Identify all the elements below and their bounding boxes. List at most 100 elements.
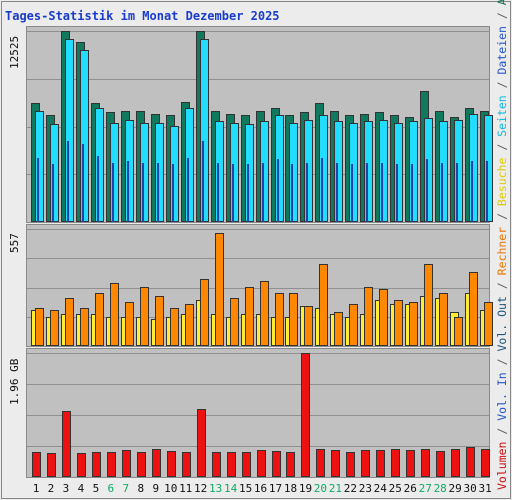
x-tick-label: 23	[358, 482, 372, 495]
grid-line	[27, 446, 489, 447]
bar-volumen-day-2	[46, 452, 56, 477]
bar-dateien-day-10	[171, 164, 174, 222]
bar-rechner-day-1	[35, 308, 44, 346]
grid-line	[27, 31, 489, 32]
bar-dateien-day-29	[456, 162, 459, 222]
bar-dateien-day-23	[366, 162, 369, 222]
bar-dateien-day-8	[141, 162, 144, 222]
x-tick-label: 13	[209, 482, 223, 495]
legend-item: Volumen	[495, 441, 509, 490]
bar-seiten-day-6	[109, 122, 119, 222]
bar-rechner-day-17	[274, 293, 284, 346]
bar-volumen-day-11	[181, 451, 191, 477]
bar-seiten-day-25	[394, 122, 404, 222]
bar-volumen-day-23	[361, 450, 371, 477]
bar-seiten-day-5	[94, 107, 104, 222]
bar-rechner-day-26	[409, 301, 419, 346]
bar-rechner-day-28	[439, 293, 449, 346]
y-max-label-3: 1.96 GB	[8, 358, 21, 405]
bar-dateien-day-25	[396, 164, 399, 222]
x-tick-label: 19	[298, 482, 313, 495]
panel-1	[26, 26, 494, 223]
bar-seiten-day-9	[154, 122, 164, 222]
bar-rechner-day-14	[229, 297, 239, 346]
bar-volumen-day-8	[136, 451, 146, 477]
x-tick-label: 10	[164, 482, 178, 495]
x-tick-label: 24	[373, 482, 387, 495]
legend-item: Besuche	[495, 157, 509, 207]
x-tick-label: 5	[92, 482, 100, 495]
bar-volumen-day-26	[406, 450, 416, 477]
y-max-label-1: 12525	[8, 35, 21, 69]
bar-volumen-day-30	[466, 446, 476, 477]
bar-seiten-day-21	[334, 121, 344, 222]
bar-rechner-day-10	[169, 308, 179, 346]
bar-dateien-day-15	[246, 164, 249, 222]
bar-rechner-day-4	[79, 308, 89, 346]
y-max-label-2: 557	[8, 233, 21, 253]
x-tick-label: 31	[478, 482, 492, 495]
bar-seiten-day-23	[364, 121, 374, 222]
legend-item: Vol. Out	[495, 296, 509, 352]
bar-seiten-day-11	[184, 107, 194, 222]
x-tick-label: 16	[253, 482, 268, 495]
x-tick-label: 6	[107, 482, 115, 495]
grid-line	[27, 384, 489, 385]
bar-dateien-day-2	[51, 164, 54, 222]
bar-seiten-day-30	[469, 113, 479, 222]
bar-rechner-day-12	[199, 278, 209, 346]
bar-volumen-day-15	[241, 451, 251, 477]
bar-rechner-day-29	[454, 316, 464, 346]
x-tick-label: 22	[343, 482, 357, 495]
bar-dateien-day-26	[411, 164, 414, 222]
bar-seiten-day-3	[64, 39, 74, 222]
bar-rechner-day-25	[394, 299, 404, 346]
bar-dateien-day-21	[336, 162, 339, 222]
grid-line	[27, 415, 489, 416]
bar-rechner-day-16	[259, 280, 269, 346]
bar-seiten-day-4	[79, 49, 89, 222]
legend-item: Rechner	[495, 226, 509, 276]
bar-volumen-day-19	[301, 353, 311, 477]
bar-dateien-day-3	[66, 141, 69, 222]
x-tick-label: 29	[448, 482, 462, 495]
bar-rechner-day-15	[244, 287, 254, 346]
bar-volumen-day-21	[331, 449, 341, 477]
x-tick-label: 11	[179, 482, 193, 495]
bar-volumen-day-1	[32, 451, 41, 477]
bar-volumen-day-18	[286, 451, 296, 477]
bar-seiten-day-20	[319, 115, 329, 222]
x-tick-label: 18	[283, 482, 298, 495]
bar-volumen-day-9	[151, 449, 161, 477]
x-tick-label: 26	[403, 482, 417, 495]
grid-line	[27, 258, 489, 260]
panel-2	[26, 224, 494, 347]
x-tick-label: 17	[268, 482, 283, 495]
bar-rechner-day-21	[334, 312, 344, 346]
x-tick-label: 21	[328, 482, 343, 495]
bar-rechner-day-22	[349, 303, 359, 346]
bar-volumen-day-25	[391, 449, 401, 477]
bar-seiten-day-10	[169, 125, 179, 222]
bar-rechner-day-20	[319, 264, 329, 346]
bar-volumen-day-10	[166, 451, 176, 477]
legend-item: /	[495, 74, 509, 96]
bar-volumen-day-27	[421, 449, 431, 477]
bar-rechner-day-31	[484, 301, 494, 346]
bar-volumen-day-17	[271, 451, 281, 477]
bar-dateien-day-16	[261, 162, 264, 222]
bar-volumen-day-3	[61, 410, 71, 477]
bar-rechner-day-2	[49, 310, 59, 346]
grid-line	[27, 287, 489, 289]
bar-volumen-day-22	[346, 451, 356, 477]
bar-dateien-day-12	[201, 141, 204, 222]
bar-dateien-day-14	[231, 164, 234, 222]
x-tick-label: 1	[32, 482, 40, 495]
bar-seiten-day-19	[304, 119, 314, 222]
legend-item: /	[495, 351, 509, 373]
bar-seiten-day-17	[274, 115, 284, 222]
bar-seiten-day-22	[349, 122, 359, 222]
bar-seiten-day-29	[454, 119, 464, 222]
legend-item: Seiten	[495, 95, 509, 137]
bar-dateien-day-18	[291, 164, 294, 222]
